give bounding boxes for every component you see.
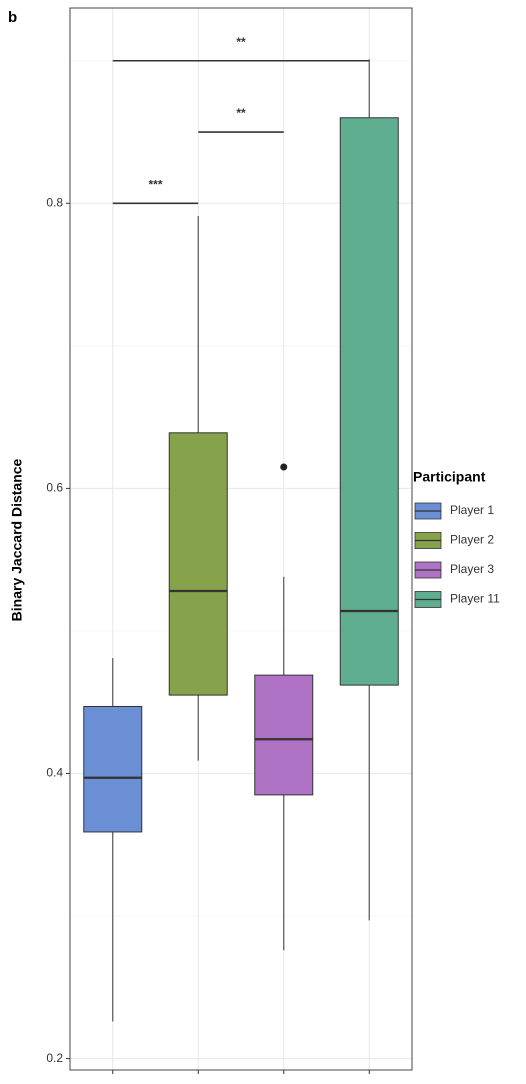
y-tick-label: 0.4 xyxy=(46,766,63,780)
plot-border xyxy=(69,7,413,1071)
box xyxy=(83,705,143,833)
significance-label: ** xyxy=(236,35,246,49)
box xyxy=(168,432,228,696)
legend-label: Player 11 xyxy=(450,592,500,606)
outlier xyxy=(280,463,288,471)
significance-label: *** xyxy=(148,177,162,191)
legend-label: Player 2 xyxy=(450,533,494,547)
y-tick-label: 0.8 xyxy=(46,195,63,209)
legend-label: Player 3 xyxy=(450,562,494,576)
legend-label: Player 1 xyxy=(450,503,494,517)
legend-title: Participant xyxy=(413,469,486,485)
box xyxy=(254,674,314,796)
significance-label: ** xyxy=(236,106,246,120)
y-axis-label: Binary Jaccard Distance xyxy=(9,458,25,621)
box xyxy=(339,117,399,686)
y-tick-label: 0.2 xyxy=(46,1051,63,1065)
y-tick-label: 0.6 xyxy=(46,481,63,495)
panel-label: b xyxy=(8,9,17,26)
